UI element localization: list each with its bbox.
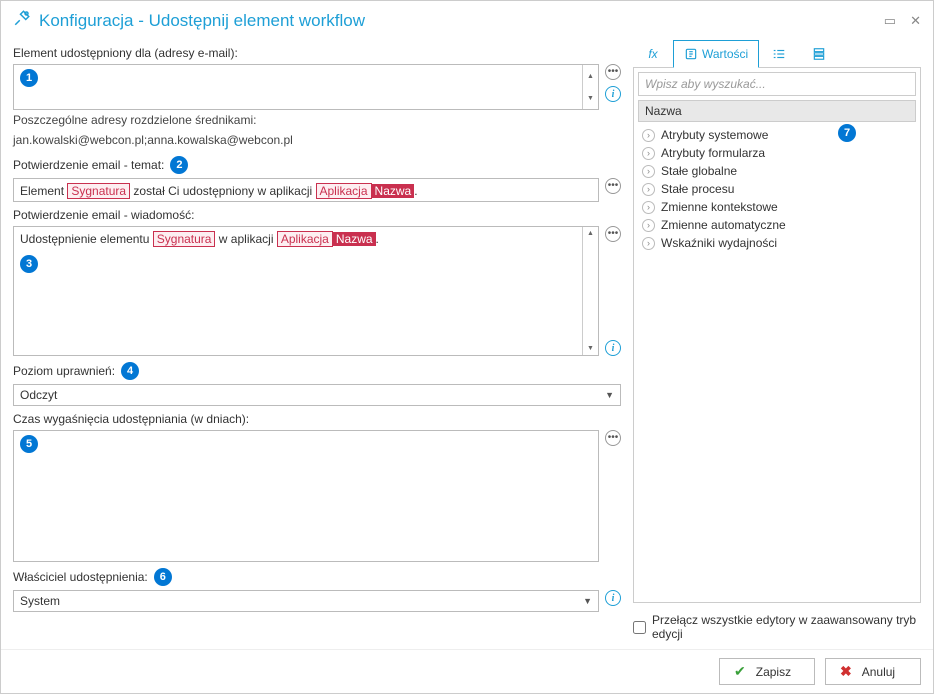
- body-label: Potwierdzenie email - wiadomość:: [13, 208, 621, 222]
- tag-signature-2: Sygnatura: [153, 231, 216, 247]
- body-info-icon[interactable]: i: [605, 340, 621, 356]
- expiry-input[interactable]: 5: [13, 430, 599, 562]
- advanced-mode-row: Przełącz wszystkie edytory w zaawansowan…: [633, 613, 921, 641]
- expand-icon[interactable]: ›: [642, 165, 655, 178]
- owner-select[interactable]: System ▼: [13, 590, 599, 612]
- chevron-down-icon: ▼: [583, 596, 592, 606]
- subject-more-icon[interactable]: •••: [605, 178, 621, 194]
- cancel-icon: ✖: [840, 663, 852, 680]
- expand-icon[interactable]: ›: [642, 183, 655, 196]
- tree-item[interactable]: ›Atrybuty systemowe: [640, 126, 914, 144]
- tag-app: Aplikacja: [316, 183, 372, 199]
- search-input[interactable]: Wpisz aby wyszukać...: [638, 72, 916, 96]
- expand-icon[interactable]: ›: [642, 201, 655, 214]
- tabs: fx Wartości: [633, 40, 921, 68]
- tag-name: Nazwa: [372, 184, 415, 198]
- body-spinner[interactable]: ▲▼: [582, 227, 598, 355]
- emails-hint-example: jan.kowalski@webcon.pl;anna.kowalska@web…: [13, 133, 621, 147]
- tools-icon: [13, 9, 31, 32]
- emails-row: 1 ▲▼ ••• i: [13, 64, 621, 110]
- titlebar: Konfiguracja - Udostępnij element workfl…: [1, 1, 933, 40]
- emails-spinner[interactable]: ▲▼: [582, 65, 598, 109]
- tree-item[interactable]: ›Wskaźniki wydajności: [640, 234, 914, 252]
- expand-icon[interactable]: ›: [642, 147, 655, 160]
- tag-name-2: Nazwa: [333, 232, 376, 246]
- window-controls: ▭ ✕: [884, 13, 921, 29]
- permission-select[interactable]: Odczyt ▼: [13, 384, 621, 406]
- body-row: Udostępnienie elementu Sygnatura w aplik…: [13, 226, 621, 356]
- badge-2: 2: [170, 156, 188, 174]
- tree-item[interactable]: ›Zmienne kontekstowe: [640, 198, 914, 216]
- badge-5: 5: [20, 435, 38, 453]
- right-panel: fx Wartości Wpisz aby wyszukać... Nazwa …: [633, 40, 921, 641]
- advanced-mode-label: Przełącz wszystkie edytory w zaawansowan…: [652, 613, 921, 641]
- tree-item[interactable]: ›Stałe procesu: [640, 180, 914, 198]
- permission-value: Odczyt: [20, 388, 57, 402]
- emails-input[interactable]: 1 ▲▼: [13, 64, 599, 110]
- subject-label: Potwierdzenie email - temat: 2: [13, 156, 621, 174]
- subject-input[interactable]: Element Sygnatura został Ci udostępniony…: [13, 178, 599, 202]
- badge-1: 1: [20, 69, 38, 87]
- body-more-icon[interactable]: •••: [605, 226, 621, 242]
- expand-icon[interactable]: ›: [642, 237, 655, 250]
- tag-signature: Sygnatura: [67, 183, 130, 199]
- check-icon: ✔: [734, 663, 746, 680]
- tree: 7 ›Atrybuty systemowe ›Atrybuty formular…: [638, 122, 916, 256]
- content-area: Element udostępniony dla (adresy e-mail)…: [1, 40, 933, 649]
- tree-header: Nazwa: [638, 100, 916, 122]
- footer: ✔ Zapisz ✖ Anuluj: [1, 649, 933, 693]
- tab-list[interactable]: [759, 40, 799, 67]
- cancel-button[interactable]: ✖ Anuluj: [825, 658, 921, 685]
- body-input[interactable]: Udostępnienie elementu Sygnatura w aplik…: [13, 226, 599, 356]
- emails-more-icon[interactable]: •••: [605, 64, 621, 80]
- chevron-down-icon: ▼: [605, 390, 614, 400]
- expand-icon[interactable]: ›: [642, 129, 655, 142]
- tree-item[interactable]: ›Stałe globalne: [640, 162, 914, 180]
- advanced-mode-checkbox[interactable]: [633, 621, 646, 634]
- values-panel: Wpisz aby wyszukać... Nazwa 7 ›Atrybuty …: [633, 68, 921, 603]
- close-button[interactable]: ✕: [910, 13, 921, 29]
- tree-item[interactable]: ›Zmienne automatyczne: [640, 216, 914, 234]
- save-button[interactable]: ✔ Zapisz: [719, 658, 815, 685]
- emails-label: Element udostępniony dla (adresy e-mail)…: [13, 46, 621, 60]
- tab-layout[interactable]: [799, 40, 839, 67]
- badge-7: 7: [838, 124, 856, 142]
- owner-label: Właściciel udostępnienia: 6: [13, 568, 621, 586]
- emails-info-icon[interactable]: i: [605, 86, 621, 102]
- badge-6: 6: [154, 568, 172, 586]
- permission-label: Poziom uprawnień: 4: [13, 362, 621, 380]
- minimize-button[interactable]: ▭: [884, 13, 896, 29]
- badge-4: 4: [121, 362, 139, 380]
- expand-icon[interactable]: ›: [642, 219, 655, 232]
- tab-values[interactable]: Wartości: [673, 40, 759, 68]
- badge-3: 3: [20, 255, 38, 273]
- expiry-more-icon[interactable]: •••: [605, 430, 621, 446]
- owner-info-icon[interactable]: i: [605, 590, 621, 606]
- tab-fx[interactable]: fx: [633, 40, 673, 67]
- window-title: Konfiguracja - Udostępnij element workfl…: [39, 11, 365, 31]
- tree-item[interactable]: ›Atrybuty formularza: [640, 144, 914, 162]
- expiry-label: Czas wygaśnięcia udostępniania (w dniach…: [13, 412, 621, 426]
- owner-row: System ▼ i: [13, 590, 621, 612]
- expiry-row: 5 •••: [13, 430, 621, 562]
- subject-row: Element Sygnatura został Ci udostępniony…: [13, 178, 621, 202]
- tag-app-2: Aplikacja: [277, 231, 333, 247]
- owner-value: System: [20, 594, 60, 608]
- emails-hint-1: Poszczególne adresy rozdzielone średnika…: [13, 113, 621, 127]
- left-panel: Element udostępniony dla (adresy e-mail)…: [13, 40, 621, 641]
- config-window: Konfiguracja - Udostępnij element workfl…: [0, 0, 934, 694]
